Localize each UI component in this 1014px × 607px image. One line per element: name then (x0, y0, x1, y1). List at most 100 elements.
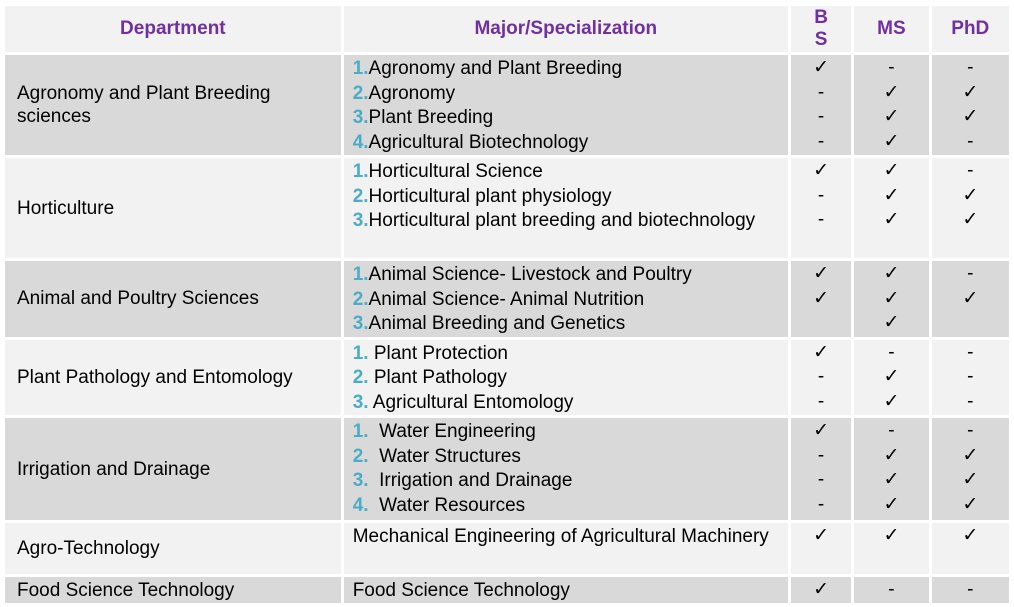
major-item: 1.Horticultural Science (353, 160, 782, 185)
availability-mark: - (817, 81, 825, 103)
major-cell: 1.Animal Science- Livestock and Poultry 2… (343, 261, 788, 337)
phd-cell: ✓ (931, 523, 1009, 574)
availability-mark: - (817, 130, 825, 152)
major-item: 3.Horticultural plant breeding and biote… (353, 209, 782, 232)
check-icon: ✓ (883, 106, 900, 127)
availability-mark: - (817, 366, 825, 387)
availability-mark: - (817, 184, 825, 206)
major-number: 4. (352, 494, 369, 516)
availability-mark: - (967, 341, 974, 363)
major-label: Water Structures (368, 445, 521, 467)
major-number: 1. (352, 161, 369, 182)
major-number: 3. (352, 391, 369, 413)
major-item: 1.Animal Science- Livestock and Poultry (353, 263, 782, 288)
phd-cell: - (931, 577, 1009, 603)
major-label: Irrigation and Drainage (368, 470, 573, 491)
availability-mark: - (967, 160, 974, 181)
header-row: Department Major/Specialization B S MS P… (5, 6, 1009, 52)
bs-cell: ✓ (790, 523, 852, 574)
phd-cell: - ✓ (931, 261, 1009, 337)
check-icon: ✓ (883, 160, 900, 181)
check-icon: ✓ (813, 57, 830, 78)
department-cell: Animal and Poultry Sciences (5, 261, 341, 337)
major-number: 4. (352, 131, 369, 153)
availability-mark: - (888, 420, 895, 441)
availability-mark: - (967, 420, 974, 441)
major-item: 2.Horticultural plant physiology (353, 185, 782, 210)
major-number: 1. (352, 264, 369, 285)
major-item: 3.Plant Breeding (353, 106, 782, 131)
major-item: 2. Plant Pathology (353, 366, 782, 391)
ms-cell: - ✓ ✓ (854, 339, 929, 415)
major-label: Water Engineering (368, 421, 536, 442)
major-label: Animal Science- Animal Nutrition (368, 288, 645, 310)
availability-mark: - (888, 341, 895, 363)
department-cell: Horticulture (5, 158, 341, 258)
header-department: Department (5, 6, 341, 52)
major-number: 2. (352, 82, 369, 104)
major-item: 1.Agronomy and Plant Breeding (353, 57, 782, 82)
table-row: Food Science Technology Food Science Tech… (5, 577, 1009, 603)
bs-cell: ✓ - - (790, 339, 852, 415)
table-row: Horticulture 1.Horticultural Science 2.Hor… (5, 158, 1009, 258)
check-icon: ✓ (813, 579, 830, 600)
availability-mark: - (888, 57, 895, 78)
major-label: Animal Breeding and Genetics (368, 313, 626, 334)
major-label: Horticultural plant physiology (368, 185, 612, 207)
major-label: Water Resources (368, 494, 526, 516)
major-label: Horticultural plant breeding and biotech… (368, 210, 756, 231)
availability-mark (932, 311, 1009, 336)
major-item: Mechanical Engineering of Agricultural M… (353, 525, 782, 548)
major-item: 4. Water Resources (353, 494, 782, 519)
availability-mark: - (817, 493, 825, 515)
major-label: Agronomy and Plant Breeding (368, 58, 623, 79)
check-icon: ✓ (813, 263, 830, 284)
availability-mark: - (817, 209, 825, 230)
check-icon: ✓ (962, 525, 979, 546)
check-icon: ✓ (813, 287, 830, 309)
programs-table: Department Major/Specialization B S MS P… (2, 3, 1012, 606)
header-ms: MS (854, 6, 929, 52)
major-number: 2. (352, 367, 369, 388)
major-number: 3. (352, 107, 369, 128)
major-item: 2. Water Structures (353, 445, 782, 470)
department-cell: Food Science Technology (5, 577, 341, 603)
check-icon: ✓ (962, 469, 979, 490)
check-icon: ✓ (883, 312, 900, 333)
major-cell: Food Science Technology (343, 577, 788, 603)
bs-cell: ✓ - - (790, 158, 852, 258)
table-row: Agronomy and Plant Breeding sciences 1.Ag… (5, 55, 1009, 155)
check-icon: ✓ (883, 184, 900, 206)
phd-cell: - ✓ ✓ - (931, 55, 1009, 155)
check-icon: ✓ (813, 420, 830, 441)
check-icon: ✓ (962, 444, 979, 466)
availability-mark: - (817, 106, 825, 127)
table-row: Agro-Technology Mechanical Engineering of… (5, 523, 1009, 574)
major-label: Agricultural Biotechnology (368, 131, 589, 153)
major-label: Plant Protection (368, 342, 508, 364)
major-number: 2. (352, 288, 369, 310)
major-cell: 1.Agronomy and Plant Breeding 2.Agronomy 3… (343, 55, 788, 155)
bs-cell: ✓ - - - (790, 418, 852, 520)
major-number: 3. (352, 470, 369, 491)
major-item: 1. Plant Protection (353, 342, 782, 367)
check-icon: ✓ (883, 366, 900, 387)
bs-cell: ✓ - - - (790, 55, 852, 155)
check-icon: ✓ (962, 184, 979, 206)
phd-cell: - ✓ ✓ (931, 158, 1009, 258)
header-bs-line2: S (814, 29, 828, 50)
department-cell: Agro-Technology (5, 523, 341, 574)
department-cell: Irrigation and Drainage (5, 418, 341, 520)
major-item: 3. Irrigation and Drainage (353, 469, 782, 494)
phd-cell: - ✓ ✓ ✓ (931, 418, 1009, 520)
major-item: 2.Agronomy (353, 82, 782, 107)
availability-mark (791, 311, 851, 336)
major-number: 1. (352, 58, 369, 79)
department-cell: Agronomy and Plant Breeding sciences (5, 55, 341, 155)
table-row: Plant Pathology and Entomology 1. Plant P… (5, 339, 1009, 415)
major-label: Animal Science- Livestock and Poultry (368, 264, 692, 285)
major-cell: 1. Plant Protection 2. Plant Pathology 3. … (343, 339, 788, 415)
major-label: Agricultural Entomology (368, 391, 574, 413)
check-icon: ✓ (813, 160, 830, 181)
availability-mark: - (967, 57, 974, 78)
